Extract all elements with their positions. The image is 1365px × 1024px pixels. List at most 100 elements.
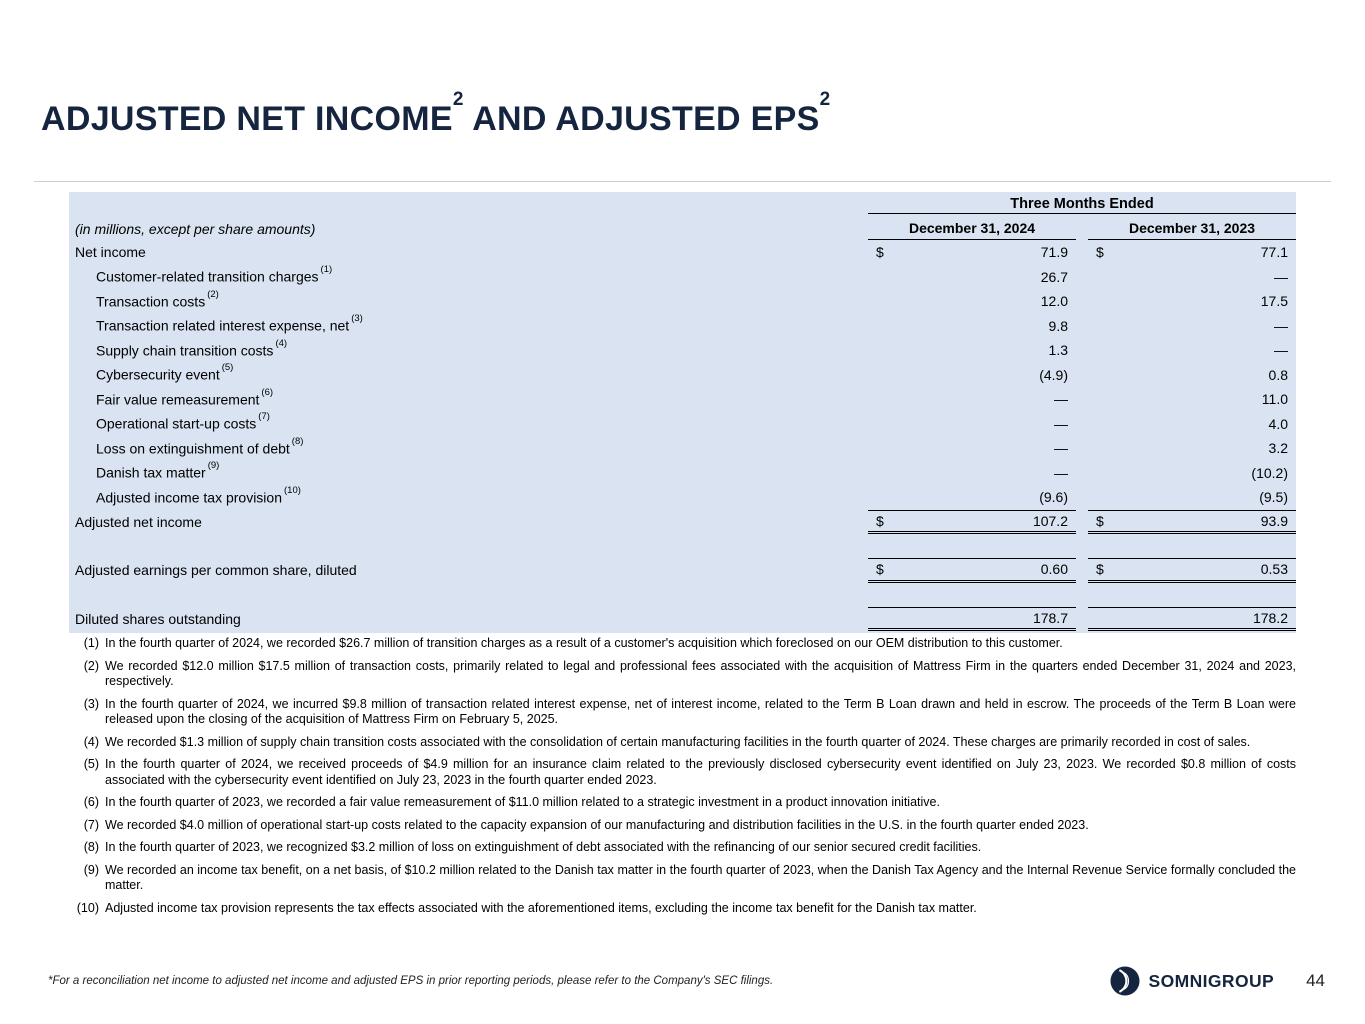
brand-group: SOMNIGROUP 44: [1110, 966, 1325, 996]
period-header: Three Months Ended: [868, 192, 1296, 214]
value-2024: $107.2: [868, 509, 1076, 534]
value-2024: —: [1054, 391, 1068, 408]
footnote-ref: (9): [207, 460, 220, 472]
footnote-2: (2) We recorded $12.0 million $17.5 milli…: [45, 659, 1296, 690]
footnote-text: In the fourth quarter of 2024, we record…: [105, 636, 1063, 650]
footnote-number: (6): [83, 795, 99, 809]
footnote-number: (10): [76, 900, 99, 915]
title-text-2: AND ADJUSTED EPS: [463, 100, 820, 138]
footnote-text: In the fourth quarter of 2023, we record…: [105, 795, 940, 809]
value-2024: 9.8: [1048, 317, 1068, 334]
value-2023: 17.5: [1260, 293, 1288, 310]
dollar-sign: $: [876, 512, 884, 529]
row-label: Cybersecurity event: [96, 367, 220, 384]
table-row-transaction-costs: Transaction costs (2) 12.0 17.5: [69, 289, 1296, 314]
value-2024: $0.60: [868, 558, 1076, 583]
row-label: Diluted shares outstanding: [75, 610, 241, 627]
value-2024: —: [1054, 440, 1068, 457]
title-superscript-1: 2: [452, 88, 464, 110]
row-label: Adjusted net income: [75, 513, 202, 530]
dollar-sign: $: [876, 561, 884, 578]
value-2023: (10.2): [1251, 464, 1288, 481]
row-label: Transaction costs: [96, 293, 206, 310]
footnote-6: (6) In the fourth quarter of 2023, we rec…: [45, 795, 1296, 811]
value-2023: 11.0: [1261, 391, 1288, 408]
row-label: Operational start-up costs: [96, 416, 257, 433]
title-text-1: ADJUSTED NET INCOME: [41, 100, 453, 138]
table-row-diluted-shares-outstanding: Diluted shares outstanding 178.7 178.2: [69, 606, 1296, 631]
footnote-ref: (4): [275, 337, 288, 349]
dollar-sign: $: [1096, 561, 1104, 578]
footnote-number: (7): [83, 817, 99, 832]
footnote-number: (4): [83, 734, 99, 749]
value-2024: 1.3: [1048, 342, 1068, 359]
footnote-number: (1): [83, 636, 99, 650]
footnote-5: (5) In the fourth quarter of 2024, we rec…: [45, 757, 1296, 788]
footnote-text: In the fourth quarter of 2024, we incurr…: [105, 696, 1296, 727]
value-2023: 178.2: [1088, 606, 1296, 631]
table-row-transaction-interest-expense: Transaction related interest expense, ne…: [69, 313, 1296, 339]
value-2023: $93.9: [1088, 509, 1296, 534]
footnote-4: (4) We recorded $1.3 million of supply ch…: [45, 735, 1296, 751]
row-label: Supply chain transition costs: [96, 342, 274, 359]
footnote-ref: (10): [284, 484, 301, 496]
empty-cell: [69, 192, 856, 214]
somnigroup-logo-icon: [1110, 966, 1140, 996]
footnote-ref: (1): [320, 264, 333, 276]
dollar-sign: $: [1096, 512, 1104, 529]
footnote-ref: (2): [207, 288, 219, 300]
value-2023: —: [1274, 342, 1288, 359]
table-row-fair-value-remeasurement: Fair value remeasurement (6) — 11.0: [69, 387, 1296, 412]
column-header-2023: December 31, 2023: [1088, 214, 1296, 240]
footnotes-section: (1) In the fourth quarter of 2024, we rec…: [45, 636, 1296, 923]
footnote-text: We recorded an income tax benefit, on a …: [105, 862, 1296, 893]
footnote-8: (8) In the fourth quarter of 2023, we rec…: [45, 840, 1296, 856]
row-label: Fair value remeasurement: [96, 391, 260, 408]
value-2024: —: [1054, 415, 1068, 432]
page-title: ADJUSTED NET INCOME2 AND ADJUSTED EPS2: [41, 89, 830, 139]
value-2023: 3.2: [1268, 440, 1288, 457]
table-row-danish-tax-matter: Danish tax matter (9) — (10.2): [69, 460, 1296, 486]
row-label: Adjusted earnings per common share, dilu…: [75, 562, 357, 579]
row-label: Transaction related interest expense, ne…: [96, 318, 350, 335]
table-row-operational-startup-costs: Operational start-up costs (7) — 4.0: [69, 411, 1296, 437]
footnote-text: We recorded $12.0 million $17.5 million …: [105, 658, 1296, 689]
footnote-ref: (8): [291, 435, 304, 447]
footnote-9: (9) We recorded an income tax benefit, on…: [45, 863, 1296, 894]
value-2024: (9.6): [1039, 489, 1068, 506]
footnote-text: In the fourth quarter of 2024, we receiv…: [105, 757, 1296, 787]
row-label: Net income: [75, 244, 146, 261]
table-row-net-income: Net income $71.9 $77.1: [69, 240, 1296, 265]
value-2023: —: [1274, 317, 1288, 334]
page-number: 44: [1306, 971, 1325, 990]
footnote-text: We recorded $1.3 million of supply chain…: [105, 734, 1251, 749]
value-2023: $77.1: [1096, 244, 1288, 261]
value-2024: 178.7: [868, 606, 1076, 631]
reconciliation-table: Three Months Ended (in millions, except …: [69, 192, 1296, 633]
sec-filings-disclaimer: *For a reconciliation net income to adju…: [48, 975, 774, 987]
row-label: Danish tax matter: [96, 465, 206, 482]
value-2024: —: [1054, 464, 1068, 481]
table-row-adjusted-eps-diluted: Adjusted earnings per common share, dilu…: [69, 558, 1296, 583]
table-spacer: [69, 583, 1296, 607]
footnote-ref: (7): [258, 411, 270, 423]
footnote-number: (3): [83, 696, 99, 711]
footnote-ref: (3): [351, 313, 363, 325]
units-label: (in millions, except per share amounts): [75, 221, 316, 237]
table-row-loss-extinguishment-debt: Loss on extinguishment of debt (8) — 3.2: [69, 436, 1296, 461]
value-2023: 4.0: [1268, 415, 1288, 432]
table-spacer: [69, 534, 1296, 558]
slide-footer: *For a reconciliation net income to adju…: [48, 966, 1325, 996]
footnote-number: (2): [83, 658, 99, 673]
title-divider: [34, 181, 1331, 182]
table-column-header-row: (in millions, except per share amounts) …: [69, 214, 1296, 240]
footnote-7: (7) We recorded $4.0 million of operation…: [45, 818, 1296, 834]
value-2023: (9.5): [1259, 489, 1288, 506]
value-2024: $71.9: [876, 244, 1068, 261]
table-row-adjusted-income-tax-provision: Adjusted income tax provision (10) (9.6) …: [69, 485, 1296, 510]
footnote-text: We recorded $4.0 million of operational …: [105, 817, 1089, 832]
footnote-text: Adjusted income tax provision represents…: [105, 900, 977, 915]
footnote-number: (9): [83, 862, 99, 877]
title-superscript-2: 2: [819, 88, 831, 110]
